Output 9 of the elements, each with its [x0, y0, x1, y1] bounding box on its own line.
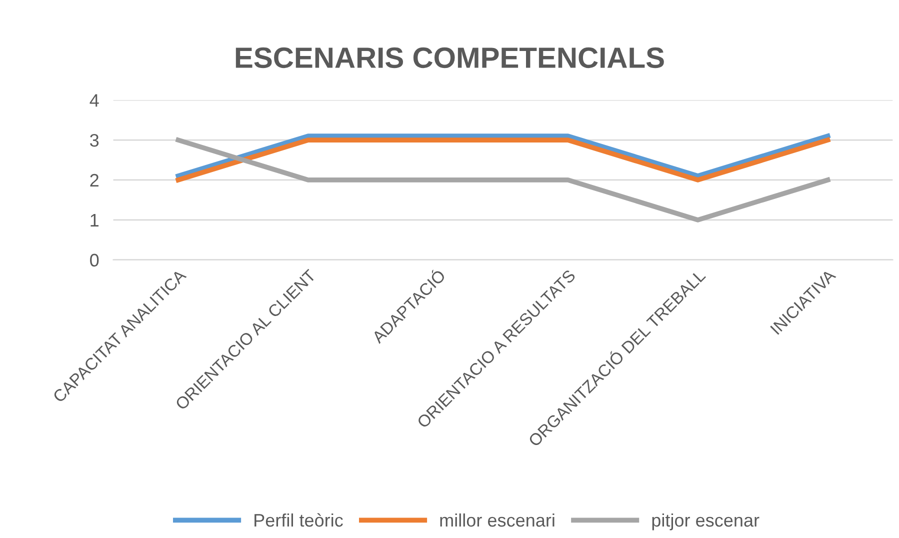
y-tick-label: 3: [90, 134, 99, 147]
y-tick-label: 2: [90, 174, 98, 187]
legend-label: pitjor escenar: [652, 513, 760, 530]
legend-label: Perfil teòric: [254, 513, 343, 527]
legend-label: millor escenari: [440, 513, 554, 527]
y-tick-label: 4: [90, 94, 99, 107]
y-tick-label: 1: [90, 214, 99, 226]
chart-title: ESCENARIS COMPETENCIALS: [236, 47, 664, 68]
y-tick-label: 0: [90, 254, 99, 267]
